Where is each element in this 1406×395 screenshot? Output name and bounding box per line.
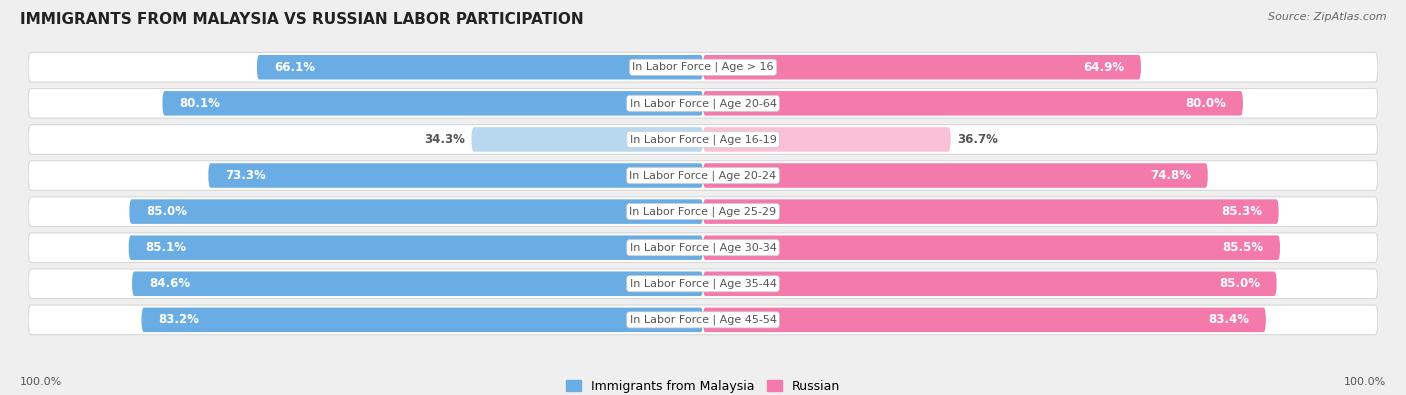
FancyBboxPatch shape [703,235,1279,260]
FancyBboxPatch shape [28,233,1378,262]
Text: 83.2%: 83.2% [159,313,200,326]
Text: 80.0%: 80.0% [1185,97,1226,110]
Text: 85.1%: 85.1% [146,241,187,254]
Text: 73.3%: 73.3% [225,169,266,182]
Text: 83.4%: 83.4% [1208,313,1249,326]
FancyBboxPatch shape [28,305,1378,335]
FancyBboxPatch shape [28,197,1378,226]
Text: In Labor Force | Age 45-54: In Labor Force | Age 45-54 [630,314,776,325]
FancyBboxPatch shape [129,199,703,224]
Text: 84.6%: 84.6% [149,277,190,290]
Text: In Labor Force | Age 20-24: In Labor Force | Age 20-24 [630,170,776,181]
FancyBboxPatch shape [703,163,1208,188]
FancyBboxPatch shape [129,235,703,260]
FancyBboxPatch shape [257,55,703,79]
FancyBboxPatch shape [703,271,1277,296]
Text: In Labor Force | Age 30-34: In Labor Force | Age 30-34 [630,243,776,253]
Text: 80.1%: 80.1% [180,97,221,110]
Text: IMMIGRANTS FROM MALAYSIA VS RUSSIAN LABOR PARTICIPATION: IMMIGRANTS FROM MALAYSIA VS RUSSIAN LABO… [20,12,583,27]
FancyBboxPatch shape [471,127,703,152]
FancyBboxPatch shape [28,161,1378,190]
Text: 100.0%: 100.0% [20,377,62,387]
FancyBboxPatch shape [703,91,1243,116]
FancyBboxPatch shape [703,308,1265,332]
FancyBboxPatch shape [163,91,703,116]
Text: In Labor Force | Age 20-64: In Labor Force | Age 20-64 [630,98,776,109]
Text: 64.9%: 64.9% [1083,61,1125,74]
FancyBboxPatch shape [28,269,1378,299]
FancyBboxPatch shape [703,127,950,152]
Text: 66.1%: 66.1% [274,61,315,74]
FancyBboxPatch shape [28,53,1378,82]
Text: In Labor Force | Age > 16: In Labor Force | Age > 16 [633,62,773,73]
Text: 34.3%: 34.3% [423,133,465,146]
FancyBboxPatch shape [28,88,1378,118]
Text: In Labor Force | Age 25-29: In Labor Force | Age 25-29 [630,206,776,217]
Text: 85.0%: 85.0% [1219,277,1260,290]
FancyBboxPatch shape [132,271,703,296]
Text: 85.0%: 85.0% [146,205,187,218]
FancyBboxPatch shape [208,163,703,188]
FancyBboxPatch shape [703,199,1278,224]
Legend: Immigrants from Malaysia, Russian: Immigrants from Malaysia, Russian [561,375,845,395]
FancyBboxPatch shape [28,125,1378,154]
FancyBboxPatch shape [703,55,1142,79]
Text: 74.8%: 74.8% [1150,169,1191,182]
Text: 36.7%: 36.7% [957,133,998,146]
Text: In Labor Force | Age 35-44: In Labor Force | Age 35-44 [630,278,776,289]
Text: 85.3%: 85.3% [1220,205,1261,218]
Text: Source: ZipAtlas.com: Source: ZipAtlas.com [1268,12,1386,22]
FancyBboxPatch shape [142,308,703,332]
Text: 85.5%: 85.5% [1222,241,1263,254]
Text: In Labor Force | Age 16-19: In Labor Force | Age 16-19 [630,134,776,145]
Text: 100.0%: 100.0% [1344,377,1386,387]
